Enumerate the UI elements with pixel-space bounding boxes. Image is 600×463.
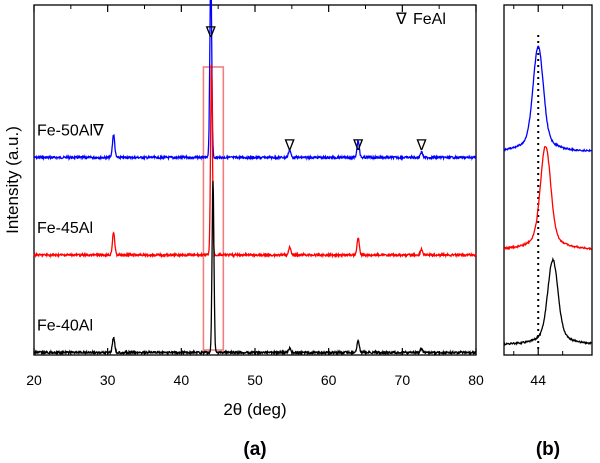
panel-b-label: (b) <box>536 439 560 460</box>
peak-marker-1: ∇ <box>284 137 296 154</box>
x-tick-label-a: 80 <box>468 372 484 388</box>
panel-a-ticks: 20 30 40 50 60 70 80 <box>26 5 484 388</box>
x-axis-title: 2θ (deg) <box>223 400 286 419</box>
highlight-box <box>202 66 225 351</box>
sample-label-0: Fe-50Al∇ <box>37 123 104 140</box>
xrd-trace-1 <box>33 64 477 259</box>
panel-b-traces <box>503 45 593 346</box>
x-tick-label-a: 70 <box>395 372 411 388</box>
zoom-trace-1 <box>503 145 592 251</box>
xrd-trace-0 <box>33 0 477 162</box>
zoom-trace-0 <box>503 45 592 153</box>
x-tick-label-b: 44 <box>530 372 546 388</box>
peak-marker-3: ∇ <box>415 137 427 154</box>
xrd-trace-2 <box>33 180 477 357</box>
panel-b-frame <box>503 4 593 356</box>
x-tick-label-a: 40 <box>174 372 190 388</box>
x-tick-label-a: 60 <box>321 372 337 388</box>
panel-a-frame <box>33 4 477 356</box>
panel-a-label: (a) <box>243 439 266 460</box>
panel-a-sample-labels: Fe-50Al∇ Fe-45Al Fe-40Al <box>37 123 104 335</box>
peak-marker-2: ∇ <box>352 137 364 154</box>
legend-symbol: ∇ <box>395 11 407 28</box>
y-axis-title: Intensity (a.u.) <box>3 126 22 234</box>
x-tick-label-a: 50 <box>247 372 263 388</box>
panel-b-ticks: 44 <box>513 5 564 388</box>
panel-a-peak-markers: ∇ ∇ ∇ ∇ <box>205 24 428 154</box>
peak-marker-0: ∇ <box>205 24 217 41</box>
sample-label-1: Fe-45Al <box>37 220 93 237</box>
sample-label-2: Fe-40Al <box>37 318 93 335</box>
x-tick-label-a: 30 <box>100 372 116 388</box>
zoom-trace-2 <box>503 256 593 346</box>
panel-a-traces <box>33 0 477 357</box>
x-tick-label-a: 20 <box>26 372 42 388</box>
legend-label: FeAl <box>413 11 446 28</box>
